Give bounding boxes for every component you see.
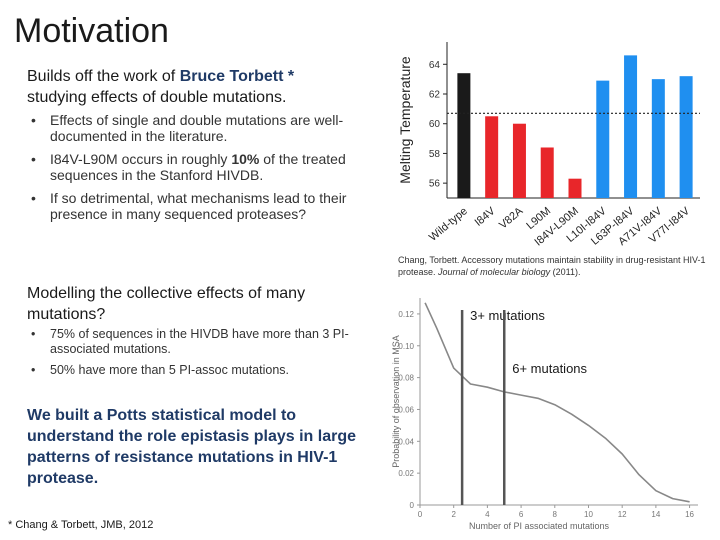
y-tick-label: 0.12: [398, 310, 414, 319]
intro-prefix: Builds off the work of: [27, 68, 176, 85]
x-tick-label: 2: [451, 510, 456, 519]
bar-l10i-i84v: [596, 80, 610, 198]
section-heading-modelling: Modelling the collective effects of many…: [27, 285, 306, 323]
y-axis-label: Probability of observation in MSA: [391, 335, 401, 468]
x-tick-label: 0: [418, 510, 423, 519]
intro-suffix: studying effects of double mutations.: [27, 89, 287, 106]
slide-title: Motivation: [14, 12, 169, 50]
caption-text: Chang, Torbett. Accessory mutations main…: [398, 255, 706, 277]
bullet-item: 75% of sequences in the HIVDB have more …: [27, 327, 387, 357]
x-tick-label: 4: [485, 510, 490, 519]
bar-a71v-i84v: [651, 79, 665, 198]
x-tick-label: 10: [584, 510, 593, 519]
section-heading-potts: We built a Potts statistical model to un…: [27, 407, 356, 487]
series-line: [424, 302, 690, 503]
x-tick-label: 12: [618, 510, 627, 519]
y-axis-label: Melting Temperature: [397, 56, 413, 184]
intro-text: Builds off the work of Bruce Torbett * s…: [27, 66, 367, 108]
x-tick-label: 16: [685, 510, 694, 519]
y-tick-label: 58: [429, 149, 441, 160]
footnote: * Chang & Torbett, JMB, 2012: [8, 519, 154, 531]
bar-l63p-i84v: [624, 55, 638, 198]
bar-wild-type: [457, 73, 471, 198]
y-tick-label: 0.06: [398, 405, 414, 414]
bar-v82a: [512, 123, 526, 198]
bullet-item: Effects of single and double mutations a…: [27, 112, 367, 144]
y-tick-label: 64: [429, 60, 441, 71]
figure-caption: Chang, Torbett. Accessory mutations main…: [398, 254, 716, 278]
threshold-label: 6+ mutations: [512, 361, 587, 376]
x-tick-label: 6: [519, 510, 524, 519]
x-tick-label: 8: [553, 510, 558, 519]
intro-highlight: Bruce Torbett *: [179, 68, 295, 85]
bullet-bold-value: 10%: [231, 151, 260, 167]
y-tick-label: 0.08: [398, 374, 414, 383]
bullet-item: I84V-L90M occurs in roughly 10% of the t…: [27, 151, 367, 183]
x-axis-label: Number of PI associated mutations: [469, 521, 610, 531]
y-tick-label: 0.04: [398, 437, 414, 446]
y-tick-label: 60: [429, 119, 441, 130]
caption-journal: Journal of molecular biology: [438, 267, 551, 277]
y-tick-label: 0.10: [398, 342, 414, 351]
bar-i84v: [485, 116, 499, 198]
bullet-text: I84V-L90M occurs in roughly: [50, 151, 228, 167]
bullet-text: of the treated sequences in the Stanford…: [50, 151, 346, 183]
threshold-label: 3+ mutations: [470, 308, 545, 323]
y-tick-label: 56: [429, 179, 441, 190]
bullet-item: If so detrimental, what mechanisms lead …: [27, 190, 367, 222]
bullet-list-findings: Effects of single and double mutations a…: [27, 112, 367, 229]
x-tick-label: 14: [651, 510, 660, 519]
bullet-list-stats: 75% of sequences in the HIVDB have more …: [27, 327, 387, 384]
y-tick-label: 0.02: [398, 469, 414, 478]
bar-v77i-i84v: [679, 76, 693, 198]
bar-i84v-l90m: [568, 178, 582, 198]
caption-year: (2011).: [552, 267, 581, 277]
y-tick-label: 62: [429, 90, 441, 101]
bar-l90m: [540, 147, 554, 198]
y-tick-label: 0: [410, 501, 415, 510]
bullet-item: 50% have more than 5 PI-assoc mutations.: [27, 363, 387, 378]
